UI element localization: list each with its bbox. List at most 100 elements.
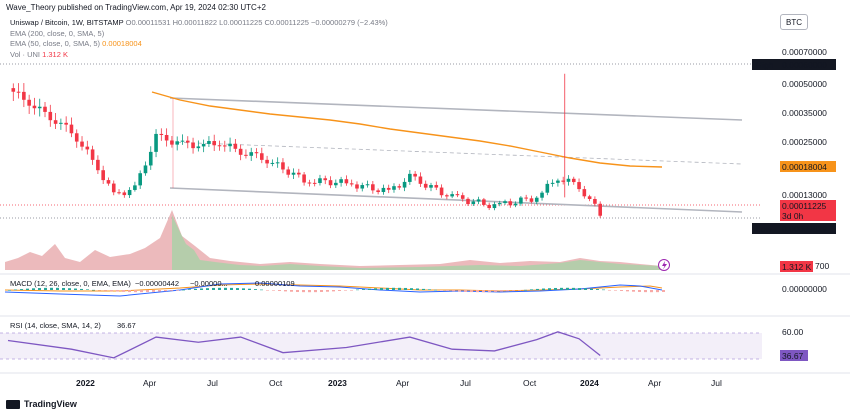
macd-bar (608, 290, 611, 291)
macd-bar (104, 290, 107, 291)
candle-body (397, 186, 402, 188)
candle-body (249, 152, 254, 156)
macd-bar (434, 289, 437, 291)
macd-bar (470, 290, 473, 293)
macd-bar (428, 289, 431, 290)
candle-body (275, 162, 280, 164)
candle-body (16, 91, 21, 93)
candle-body (101, 170, 105, 181)
macd-bar (350, 290, 353, 291)
macd-bar (320, 290, 323, 292)
candle-body (455, 194, 460, 196)
candle-body (265, 159, 269, 164)
macd-bar (578, 288, 581, 290)
macd-bar (548, 288, 551, 290)
macd-bar (242, 288, 245, 290)
macd-bar (44, 287, 47, 290)
ema-value: 0.00018004 (782, 162, 827, 172)
macd-bar (602, 289, 605, 291)
high-tag-bg (752, 59, 780, 70)
macd-bar (110, 290, 113, 292)
macd-bar (464, 290, 467, 292)
macd-bar (188, 289, 191, 290)
macd-bar (338, 290, 341, 291)
candle-body (222, 145, 227, 147)
candle-body (450, 194, 454, 197)
macd-bar (344, 290, 347, 291)
macd-label: MACD (12, 26, close, 0, EMA, EMA) (10, 279, 131, 288)
macd-bar (236, 288, 239, 290)
candle-body (566, 178, 571, 182)
ema50-value: 0.00018004 (102, 39, 142, 48)
macd-bar (290, 290, 293, 292)
candle-body (349, 183, 354, 185)
candle-body (27, 99, 31, 106)
macd-bar (308, 290, 311, 293)
tradingview-brand: TradingView (6, 399, 77, 410)
brand-name: TradingView (24, 399, 77, 409)
candle-body (556, 180, 560, 183)
rsi-label: RSI (14, close, SMA, 14, 2) (10, 321, 101, 330)
candle-body (339, 179, 343, 183)
macd-bar (128, 290, 131, 293)
macd-bar (278, 290, 281, 292)
time-label: Apr (648, 378, 661, 388)
macd-bar (326, 290, 329, 292)
time-label: Apr (143, 378, 156, 388)
macd-bar (80, 288, 83, 290)
macd-bar (518, 290, 521, 291)
macd-signal-line (4, 283, 663, 292)
candle-body (59, 122, 63, 124)
candle-body (497, 203, 502, 205)
macd-bar (254, 289, 257, 290)
candle-body (439, 187, 444, 196)
macd-bar (230, 287, 233, 290)
time-label: 2023 (328, 378, 347, 388)
channel-lower (169, 187, 743, 213)
vol-value-bg (780, 261, 813, 272)
macd-bar (488, 290, 491, 293)
macd-bar (146, 290, 149, 293)
macd-bar (212, 287, 215, 290)
candle-body (460, 195, 465, 199)
macd-bar (356, 289, 359, 291)
macd-bar (572, 287, 575, 290)
macd-bar (140, 290, 143, 293)
candle-body (487, 204, 491, 209)
macd-zero: 0.00000000 (782, 284, 827, 294)
macd-bar (626, 290, 629, 292)
macd-bar (422, 288, 425, 290)
price-axis: 0.00070000 0.00050000 0.00035000 0.00025… (752, 47, 836, 361)
macd-bar (68, 288, 71, 290)
macd-bar (272, 290, 275, 291)
candle-body (191, 142, 195, 149)
candle-body (328, 180, 333, 186)
volume-area-green (172, 215, 662, 270)
high-value-bg (780, 59, 836, 70)
ema50-line (151, 91, 663, 168)
low-value: 0.00009829 (782, 224, 827, 234)
price-candles (11, 73, 602, 218)
candle-body (180, 140, 185, 142)
currency-button[interactable]: BTC (780, 14, 808, 30)
macd-bar (158, 290, 161, 292)
macd-bar (176, 290, 179, 291)
macd-bar (632, 290, 635, 292)
candle-body (138, 173, 142, 186)
macd-bar (458, 290, 461, 292)
low-tag: Low (756, 224, 772, 234)
candle-body (524, 197, 528, 199)
price-tick-1: 0.00070000 (782, 47, 827, 57)
macd-bar (530, 289, 533, 290)
candle-body (228, 143, 232, 147)
candle-body (74, 133, 79, 142)
rsi-line (7, 331, 601, 359)
candle-body (212, 141, 217, 146)
macd-bar (524, 289, 527, 291)
macd-bar (482, 290, 485, 293)
macd-bar (8, 290, 11, 291)
macd-bar (590, 288, 593, 290)
candle-body (571, 178, 576, 183)
macd-bar (194, 288, 197, 290)
macd-bar (38, 288, 41, 290)
